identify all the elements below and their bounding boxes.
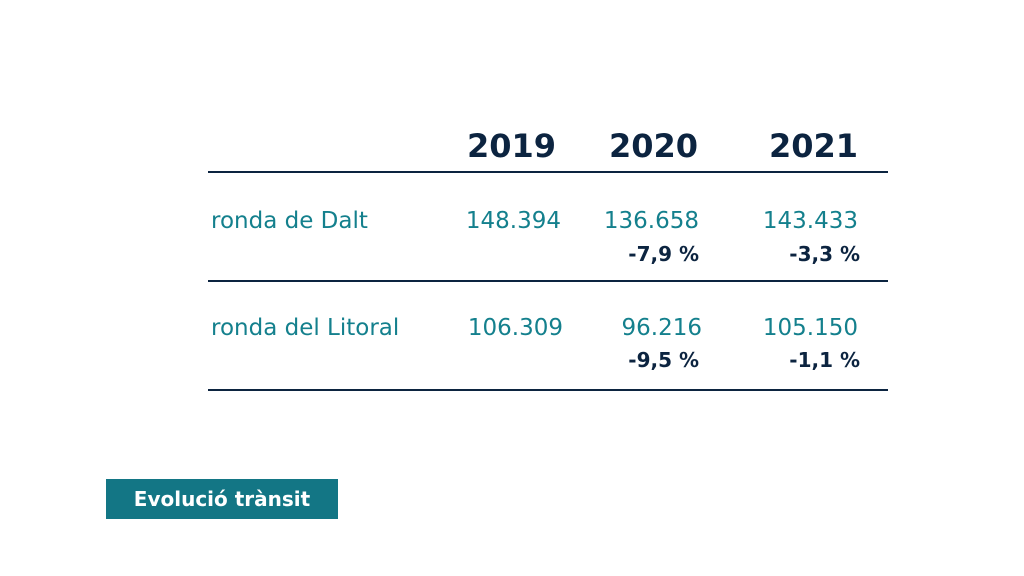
change-ronda-de-dalt-2020: -7,9 % bbox=[628, 242, 699, 266]
value-ronda-de-dalt-2020: 136.658 bbox=[603, 208, 699, 234]
table-bottom-divider bbox=[208, 389, 888, 391]
change-ronda-del-litoral-2020: -9,5 % bbox=[628, 348, 699, 372]
value-ronda-de-dalt-2019: 148.394 bbox=[465, 208, 561, 234]
value-ronda-del-litoral-2021: 105.150 bbox=[762, 315, 858, 341]
row-label-ronda-del-litoral: ronda del Litoral bbox=[211, 315, 400, 341]
row-label-ronda-de-dalt: ronda de Dalt bbox=[211, 208, 368, 234]
change-ronda-de-dalt-2021: -3,3 % bbox=[789, 242, 860, 266]
row-divider bbox=[208, 280, 888, 282]
section-badge: Evolució trànsit bbox=[106, 479, 338, 519]
value-ronda-del-litoral-2020: 96.216 bbox=[621, 315, 702, 341]
year-header-2020: 2020 bbox=[608, 127, 698, 165]
value-ronda-del-litoral-2019: 106.309 bbox=[467, 315, 563, 341]
year-header-2019: 2019 bbox=[466, 127, 556, 165]
year-header-2021: 2021 bbox=[768, 127, 858, 165]
header-divider bbox=[208, 171, 888, 173]
value-ronda-de-dalt-2021: 143.433 bbox=[762, 208, 858, 234]
change-ronda-del-litoral-2021: -1,1 % bbox=[789, 348, 860, 372]
